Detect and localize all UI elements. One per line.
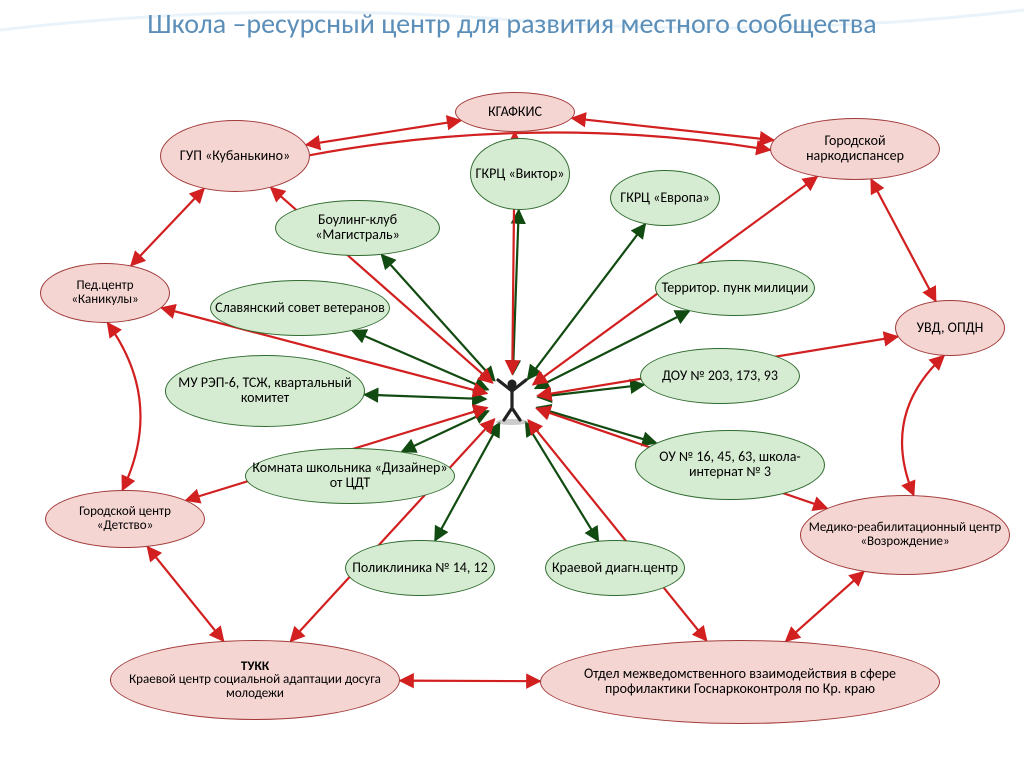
- edge-center-gkrc_viktor: [513, 210, 519, 374]
- node-narko: Городской наркодиспансер: [770, 118, 940, 180]
- edge-center-komnata: [402, 411, 489, 452]
- node-otdel: Отдел межведомственного взаимодействия в…: [540, 640, 940, 724]
- edge-gup-kgafkis: [306, 121, 460, 145]
- diagram-stage: Школа –ресурсный центр для развития мест…: [0, 0, 1024, 768]
- node-ped_kanikuly: Пед.центр «Каникулы»: [40, 263, 170, 323]
- edge-center-mu_rep6: [364, 395, 486, 399]
- node-territ_militsii: Территор. пунк милиции: [655, 260, 815, 316]
- edge-center-diagn: [526, 422, 599, 541]
- node-bowling: Боулинг-клуб «Магистраль»: [275, 200, 440, 256]
- edge-detstvo-tukk: [147, 547, 223, 641]
- page-title: Школа –ресурсный центр для развития мест…: [0, 8, 1024, 40]
- edge-tukk-otdel: [400, 681, 540, 682]
- center-person-icon: [486, 374, 538, 426]
- node-kgafkis: КГАФКИС: [455, 92, 575, 132]
- edge-narko-uvd: [871, 179, 936, 301]
- node-detstvo: Городской центр «Детство»: [45, 490, 205, 548]
- edge-center-slav_sovet: [352, 331, 488, 390]
- edge-kgafkis-narko: [572, 118, 774, 140]
- node-mu_rep6: МУ РЭП-6, ТСЖ, квартальный комитет: [165, 355, 365, 427]
- edge-center-dou: [538, 385, 644, 397]
- node-gkrc_viktor: ГКРЦ «Виктор»: [470, 138, 570, 210]
- node-poliklinika: Поликлиника № 14, 12: [345, 540, 495, 596]
- node-diagn: Краевой диагн.центр: [545, 540, 685, 596]
- node-gkrc_evropa: ГКРЦ «Европа»: [610, 170, 720, 226]
- node-uvd: УВД, ОПДН: [895, 300, 1005, 356]
- edge-ped_kanikuly-detstvo: [108, 323, 141, 490]
- node-mediko: Медико-реабилитационный центр «Возрожден…: [800, 495, 1010, 575]
- node-gup: ГУП «Кубанькино»: [160, 120, 310, 192]
- edge-uvd-mediko: [902, 356, 944, 495]
- edge-gup-ped_kanikuly: [131, 189, 204, 266]
- node-ou16: ОУ № 16, 45, 63, школа-интернат № 3: [635, 430, 825, 500]
- node-slav_sovet: Славянский совет ветеранов: [210, 280, 390, 336]
- edge-center-bowling: [382, 255, 495, 381]
- node-tukk: ТУКККраевой центр социальной адаптации д…: [110, 640, 400, 720]
- edge-center-ou16: [537, 407, 656, 443]
- node-dou: ДОУ № 203, 173, 93: [640, 348, 800, 404]
- edge-center-gkrc_evropa: [528, 224, 646, 379]
- node-komnata: Комната школьника «Дизайнер» от ЦДТ: [245, 448, 455, 504]
- edge-mediko-otdel: [786, 572, 864, 641]
